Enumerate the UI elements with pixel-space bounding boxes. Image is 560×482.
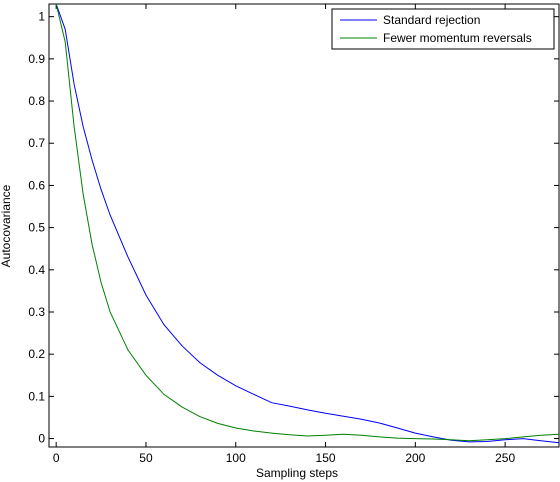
legend: Standard rejection Fewer momentum revers…: [331, 8, 555, 50]
legend-label-standard-rejection: Standard rejection: [383, 13, 480, 27]
x-tick-label: 50: [139, 451, 153, 465]
x-tick-label: 0: [53, 451, 60, 465]
legend-label-fewer-momentum-reversals: Fewer momentum reversals: [383, 31, 532, 45]
y-axis: 0 0.1 0.2 0.3 0.4 0.5 0.6 0.7 0.8 0.9 1: [28, 10, 559, 446]
series-line-standard-rejection: [55, 3, 560, 444]
y-tick-label: 0: [38, 432, 45, 446]
y-tick-label: 0.3: [28, 305, 45, 319]
y-tick-label: 0.2: [28, 347, 45, 361]
series-line-fewer-momentum-reversals: [55, 3, 560, 442]
x-tick-label: 100: [226, 451, 246, 465]
x-tick-label: 200: [405, 451, 425, 465]
x-tick-label: 150: [316, 451, 336, 465]
y-tick-label: 0.1: [28, 389, 45, 403]
x-axis: 0 50 100 150 200 250: [53, 4, 515, 465]
x-axis-label: Sampling steps: [256, 466, 338, 480]
y-tick-label: 0.9: [28, 52, 45, 66]
y-tick-label: 0.7: [28, 136, 45, 150]
y-tick-label: 1: [38, 10, 45, 24]
y-tick-label: 0.5: [28, 221, 45, 235]
y-tick-label: 0.8: [28, 94, 45, 108]
y-tick-label: 0.6: [28, 178, 45, 192]
plot-area: [48, 3, 560, 448]
y-tick-label: 0.4: [28, 263, 45, 277]
series-layer: [55, 3, 560, 444]
legend-box: [331, 8, 555, 50]
x-tick-label: 250: [495, 451, 515, 465]
y-axis-label: Autocovariance: [0, 184, 13, 267]
